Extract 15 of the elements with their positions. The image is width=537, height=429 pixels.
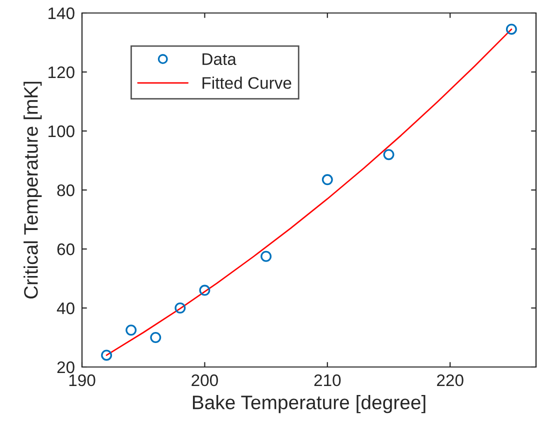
legend-label: Fitted Curve: [202, 76, 292, 89]
y-tick-label: 120: [48, 66, 74, 78]
x-tick-label: 210: [314, 374, 341, 386]
y-tick-label: 40: [56, 302, 74, 314]
y-axis-title: Critical Temperature [mK]: [24, 82, 42, 299]
x-tick-label: 190: [69, 374, 96, 386]
y-tick-label: 80: [57, 184, 74, 196]
x-tick-label: 220: [437, 374, 464, 386]
y-tick-label: 140: [48, 7, 74, 20]
y-tick-label: 100: [48, 125, 74, 138]
y-tick-label: 60: [57, 243, 74, 256]
x-axis-title: Bake Temperature [degree]: [192, 395, 426, 414]
y-tick-label: 20: [57, 361, 74, 374]
legend-label: Data: [202, 53, 236, 66]
x-tick-label: 200: [192, 374, 218, 386]
